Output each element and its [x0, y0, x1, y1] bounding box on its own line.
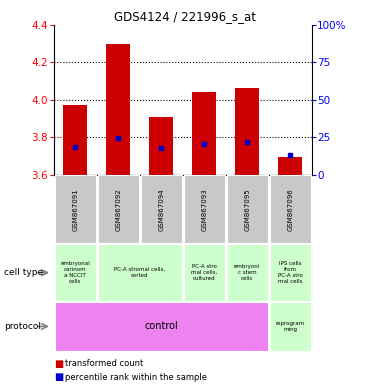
Bar [184, 245, 225, 301]
Bar [278, 157, 302, 175]
Bar [55, 302, 268, 351]
Text: ■: ■ [54, 359, 63, 369]
Text: GSM867093: GSM867093 [201, 188, 207, 231]
Bar [98, 245, 182, 301]
Bar [269, 245, 311, 301]
Bar [227, 245, 268, 301]
Text: GSM867096: GSM867096 [287, 188, 293, 231]
Bar [269, 302, 311, 351]
Text: GSM867094: GSM867094 [158, 188, 164, 231]
Bar [193, 92, 216, 175]
Bar [141, 175, 182, 243]
Text: control: control [144, 321, 178, 331]
Text: percentile rank within the sample: percentile rank within the sample [65, 372, 207, 382]
Text: GSM867095: GSM867095 [244, 188, 250, 231]
Text: embryoni
c stem
cells: embryoni c stem cells [234, 264, 260, 281]
Text: cell type: cell type [4, 268, 43, 277]
Text: PC-A stro
mal cells,
cultured: PC-A stro mal cells, cultured [191, 264, 217, 281]
Bar [150, 117, 173, 175]
Text: PC-A stromal cells,
sorted: PC-A stromal cells, sorted [114, 267, 165, 278]
Bar [269, 175, 311, 243]
Text: transformed count: transformed count [65, 359, 143, 368]
Bar [227, 175, 268, 243]
Text: reprogram
ming: reprogram ming [276, 321, 305, 332]
Bar [55, 175, 96, 243]
Text: GSM867091: GSM867091 [72, 188, 78, 231]
Bar [235, 88, 259, 175]
Text: GDS4124 / 221996_s_at: GDS4124 / 221996_s_at [115, 10, 256, 23]
Text: IPS cells
from
PC-A stro
mal cells: IPS cells from PC-A stro mal cells [278, 262, 303, 284]
Bar [63, 106, 87, 175]
Bar [184, 175, 225, 243]
Bar [98, 175, 139, 243]
Text: ■: ■ [54, 372, 63, 382]
Text: protocol: protocol [4, 322, 41, 331]
Text: embryonal
carinom
a NCCIT
cells: embryonal carinom a NCCIT cells [60, 262, 90, 284]
Bar [106, 44, 130, 175]
Text: GSM867092: GSM867092 [115, 188, 121, 231]
Bar [55, 245, 96, 301]
